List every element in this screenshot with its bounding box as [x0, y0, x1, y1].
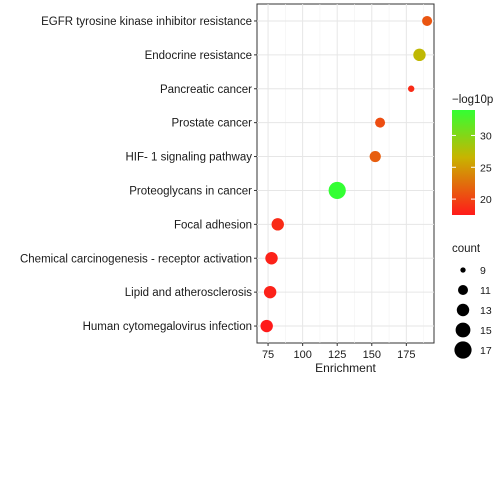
size-legend-dot [454, 341, 472, 359]
category-label: Lipid and atherosclerosis [125, 287, 252, 299]
color-legend: −log10p 20 25 30 [452, 94, 493, 215]
x-tick-label: 100 [293, 349, 311, 361]
data-point [260, 319, 273, 333]
x-axis-ticks: 75 100 125 150 175 [262, 343, 416, 361]
size-legend-dot [458, 285, 468, 295]
plot-panel [256, 3, 435, 344]
color-legend-title: −log10p [452, 94, 493, 106]
category-label: Human cytomegalovirus infection [83, 321, 252, 333]
size-legend: count 9 11 13 15 17 [452, 243, 492, 359]
x-tick-label: 125 [328, 349, 346, 361]
category-label: HIF- 1 signaling pathway [125, 152, 252, 164]
color-legend-tick: 30 [480, 130, 492, 142]
category-label: Prostate cancer [171, 118, 252, 130]
category-label: Chemical carcinogenesis - receptor activ… [20, 253, 252, 265]
size-legend-dot [456, 303, 470, 317]
x-tick-label: 175 [397, 349, 415, 361]
data-point [407, 85, 415, 92]
data-point [328, 181, 346, 200]
x-axis-title: Enrichment [315, 361, 376, 375]
data-point [375, 117, 386, 128]
size-legend-dot [460, 267, 466, 273]
category-label: Proteoglycans in cancer [129, 185, 252, 197]
data-point [413, 48, 426, 62]
data-point [263, 285, 277, 299]
category-label: Focal adhesion [174, 219, 252, 231]
size-legend-label: 9 [480, 265, 486, 277]
size-legend-label: 13 [480, 305, 492, 317]
category-label: EGFR tyrosine kinase inhibitor resistanc… [41, 16, 252, 28]
x-tick-label: 75 [262, 349, 274, 361]
size-legend-dot [455, 322, 471, 338]
color-legend-tick: 25 [480, 162, 492, 174]
size-legend-label: 15 [480, 325, 492, 337]
data-point [265, 252, 278, 265]
category-labels: EGFR tyrosine kinase inhibitor resistanc… [20, 16, 257, 333]
x-tick-label: 150 [363, 349, 381, 361]
data-point [422, 15, 433, 26]
size-legend-label: 11 [480, 285, 491, 297]
color-legend-bar [452, 110, 475, 215]
size-legend-title: count [452, 243, 481, 255]
size-legend-label: 17 [480, 345, 492, 357]
data-point [369, 150, 381, 163]
category-label: Pancreatic cancer [160, 84, 252, 96]
data-points [260, 15, 433, 333]
category-label: Endocrine resistance [145, 50, 252, 62]
color-legend-tick: 20 [480, 194, 492, 206]
data-point [271, 218, 284, 231]
